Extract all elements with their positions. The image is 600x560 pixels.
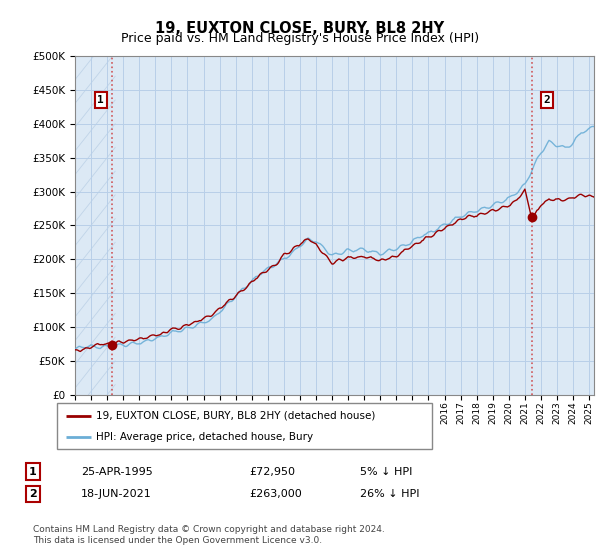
Text: 19, EUXTON CLOSE, BURY, BL8 2HY (detached house): 19, EUXTON CLOSE, BURY, BL8 2HY (detache… <box>97 410 376 421</box>
Text: 26% ↓ HPI: 26% ↓ HPI <box>360 489 419 499</box>
Text: 19, EUXTON CLOSE, BURY, BL8 2HY: 19, EUXTON CLOSE, BURY, BL8 2HY <box>155 21 445 36</box>
Text: 2: 2 <box>544 95 550 105</box>
Text: 5% ↓ HPI: 5% ↓ HPI <box>360 466 412 477</box>
Text: £263,000: £263,000 <box>249 489 302 499</box>
Text: £72,950: £72,950 <box>249 466 295 477</box>
Text: 1: 1 <box>29 466 37 477</box>
Text: 1: 1 <box>97 95 104 105</box>
Text: Price paid vs. HM Land Registry's House Price Index (HPI): Price paid vs. HM Land Registry's House … <box>121 32 479 45</box>
FancyBboxPatch shape <box>57 403 432 449</box>
Text: 18-JUN-2021: 18-JUN-2021 <box>81 489 152 499</box>
Text: HPI: Average price, detached house, Bury: HPI: Average price, detached house, Bury <box>97 432 314 442</box>
Text: 2: 2 <box>29 489 37 499</box>
Text: 25-APR-1995: 25-APR-1995 <box>81 466 153 477</box>
Text: Contains HM Land Registry data © Crown copyright and database right 2024.
This d: Contains HM Land Registry data © Crown c… <box>33 525 385 545</box>
